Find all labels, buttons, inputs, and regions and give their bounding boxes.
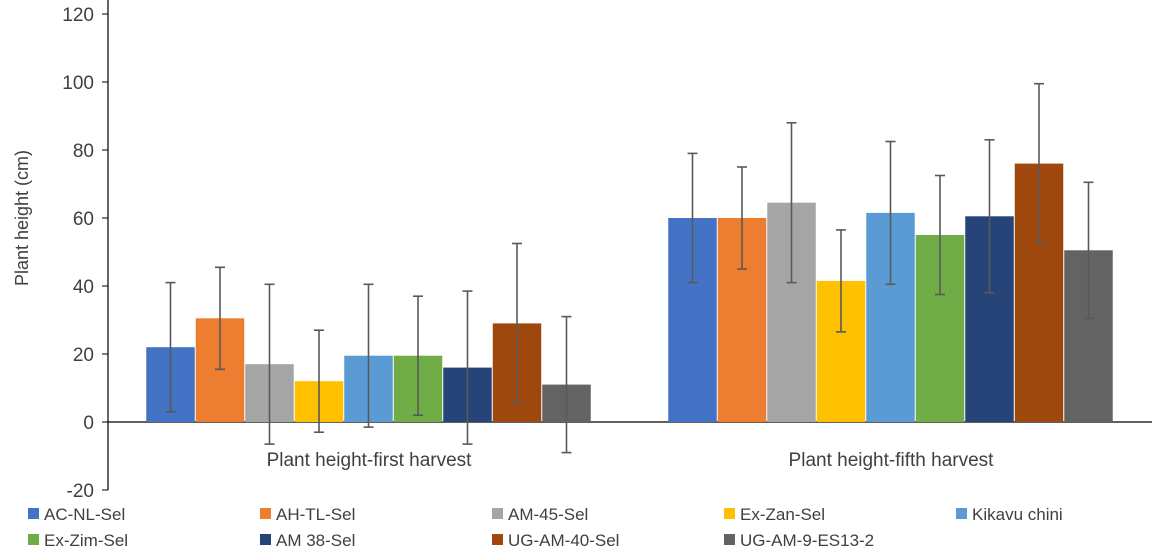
y-tick-label: 20 [73,345,94,366]
y-tick-label: 80 [73,141,94,162]
legend-label: AM 38-Sel [276,531,355,550]
legend-label: AM-45-Sel [508,505,588,524]
legend-label: Kikavu chini [972,505,1063,524]
legend-swatch [724,534,735,545]
y-tick-label: 60 [73,209,94,230]
legend-swatch [724,508,735,519]
legend-label: UG-AM-9-ES13-2 [740,531,874,550]
legend-label: Ex-Zim-Sel [44,531,128,550]
legend-swatch [492,534,503,545]
legend-label: UG-AM-40-Sel [508,531,619,550]
category-label: Plant height-first harvest [267,450,473,471]
y-tick-label: 40 [73,277,94,298]
legend-swatch [28,534,39,545]
y-tick-label: 120 [62,5,94,26]
category-label: Plant height-fifth harvest [789,450,995,471]
legend-label: AH-TL-Sel [276,505,355,524]
legend-swatch [492,508,503,519]
legend-label: Ex-Zan-Sel [740,505,825,524]
legend-label: AC-NL-Sel [44,505,125,524]
y-tick-label: -20 [67,481,94,502]
y-tick-label: 100 [62,73,94,94]
legend-swatch [956,508,967,519]
legend-swatch [260,508,271,519]
y-axis-title: Plant height (cm) [12,150,32,286]
legend: AC-NL-Sel AH-TL-Sel AM-45-Sel Ex-Zan-Sel Kik… [28,505,1063,550]
legend-swatch [260,534,271,545]
legend-swatch [28,508,39,519]
plot-area: -20 0 20 40 60 80 100 120 Plant height-first har… [62,0,1152,502]
y-tick-label: 0 [83,413,94,434]
